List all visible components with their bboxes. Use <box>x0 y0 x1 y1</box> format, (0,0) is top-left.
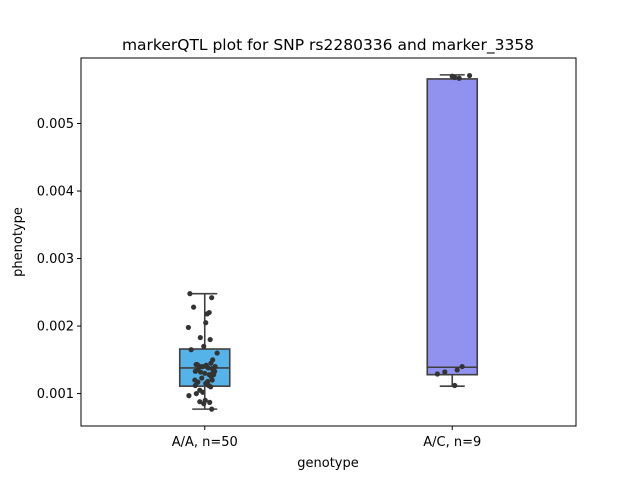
data-point <box>207 399 213 405</box>
chart-title: markerQTL plot for SNP rs2280336 and mar… <box>122 36 534 55</box>
data-point <box>466 72 473 79</box>
plot-area: 0.001 0.002 0.003 0.004 0.005 A/A, n=50 A/C, … <box>37 57 577 450</box>
data-point <box>197 334 203 341</box>
data-point <box>192 377 198 383</box>
data-point <box>199 363 205 370</box>
box-body <box>426 78 479 376</box>
data-point <box>191 304 197 310</box>
y-tick-label: 0.004 <box>37 185 74 200</box>
box-series <box>178 74 479 410</box>
x-axis-ticks: A/A, n=50 A/C, n=9 <box>172 426 481 450</box>
data-point <box>442 369 448 375</box>
data-point <box>197 399 203 405</box>
data-point <box>185 324 192 331</box>
data-point <box>459 363 465 370</box>
y-tick-label: 0.002 <box>37 320 74 335</box>
y-axis-label: phenotype <box>11 207 26 277</box>
data-point <box>208 360 214 366</box>
data-point <box>452 382 458 389</box>
data-point <box>201 401 207 407</box>
data-point <box>188 347 194 353</box>
data-point <box>456 75 462 81</box>
data-point <box>187 291 193 297</box>
plot-frame <box>80 57 577 427</box>
data-point <box>209 295 215 301</box>
data-point <box>449 73 455 79</box>
data-point <box>208 384 214 390</box>
data-point <box>205 378 211 385</box>
data-point <box>192 382 198 389</box>
data-point <box>201 343 207 349</box>
data-point <box>209 406 215 412</box>
y-tick-label: 0.001 <box>37 387 74 402</box>
x-tick-label: A/A, n=50 <box>172 435 238 450</box>
data-point <box>454 367 460 373</box>
data-point <box>203 320 209 326</box>
x-axis-label: genotype <box>297 456 358 471</box>
data-point <box>434 371 440 377</box>
data-point <box>212 368 218 374</box>
data-point <box>193 361 199 368</box>
data-point <box>209 377 215 383</box>
y-axis-ticks: 0.001 0.002 0.003 0.004 0.005 <box>37 117 81 402</box>
data-point <box>207 336 213 343</box>
data-point <box>214 350 220 356</box>
strip-points <box>185 72 473 412</box>
data-point <box>202 370 208 376</box>
data-point <box>195 367 201 373</box>
data-point <box>203 362 209 368</box>
y-tick-label: 0.005 <box>37 117 74 132</box>
data-point <box>199 375 205 381</box>
y-tick-label: 0.003 <box>37 252 74 267</box>
data-point <box>200 389 206 395</box>
data-point <box>186 393 192 399</box>
data-point <box>193 390 199 397</box>
data-point <box>204 311 210 317</box>
x-tick-label: A/C, n=9 <box>423 435 481 450</box>
